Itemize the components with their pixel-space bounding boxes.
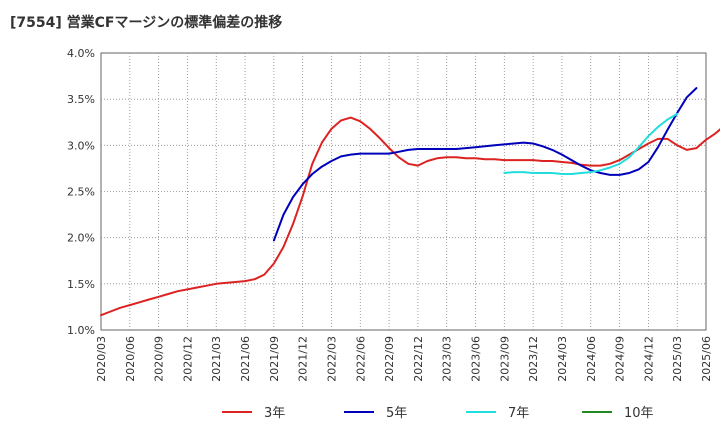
y-axis: 1.0% 1.5% 2.0% 2.5% 3.0% 3.5% 4.0%: [67, 47, 95, 337]
x-axis: 2020/03 2020/06 2020/09 2020/12 2021/03 2021/…: [95, 336, 713, 382]
x-tick-label: 2020/03: [95, 336, 108, 382]
series-lines: [100, 87, 720, 317]
y-tick-label: 3.5%: [67, 93, 95, 106]
x-tick-label: 2024/09: [614, 336, 627, 382]
legend-item: 3年: [222, 406, 285, 421]
x-tick-label: 2021/09: [268, 336, 281, 382]
x-tick-label: 2022/06: [354, 336, 367, 382]
x-tick-label: 2024/03: [556, 336, 569, 382]
x-tick-label: 2022/12: [412, 336, 425, 382]
legend: 3年 5年 7年 10年: [222, 406, 654, 421]
x-tick-label: 2020/06: [124, 336, 137, 382]
x-tick-label: 2021/12: [297, 336, 310, 382]
y-tick-label: 2.0%: [67, 232, 95, 245]
x-tick-label: 2024/12: [642, 336, 655, 382]
x-tick-label: 2021/06: [239, 336, 252, 382]
x-tick-label: 2020/09: [153, 336, 166, 382]
x-tick-label: 2025/06: [700, 336, 713, 382]
x-tick-label: 2023/09: [498, 336, 511, 382]
legend-label: 7年: [508, 406, 529, 421]
y-tick-label: 4.0%: [67, 47, 95, 60]
legend-label: 10年: [624, 406, 654, 421]
y-tick-label: 1.5%: [67, 278, 95, 291]
grid: [101, 53, 706, 330]
x-tick-label: 2023/03: [441, 336, 454, 382]
y-tick-label: 3.0%: [67, 139, 95, 152]
chart-title: [7554] 営業CFマージンの標準偏差の推移: [10, 14, 282, 31]
legend-item: 5年: [344, 406, 407, 421]
legend-label: 5年: [386, 406, 407, 421]
x-tick-label: 2024/06: [585, 336, 598, 382]
series-line: [503, 112, 679, 175]
x-tick-label: 2021/03: [210, 336, 223, 382]
x-tick-label: 2023/12: [527, 336, 540, 382]
x-tick-label: 2023/06: [470, 336, 483, 382]
y-tick-label: 1.0%: [67, 324, 95, 337]
x-tick-label: 2022/03: [325, 336, 338, 382]
legend-item: 7年: [466, 406, 529, 421]
x-tick-label: 2020/12: [181, 336, 194, 382]
legend-label: 3年: [264, 406, 285, 421]
legend-item: 10年: [582, 406, 654, 421]
y-tick-label: 2.5%: [67, 186, 95, 199]
x-tick-label: 2025/03: [671, 336, 684, 382]
series-line: [272, 87, 698, 242]
x-tick-label: 2022/09: [383, 336, 396, 382]
